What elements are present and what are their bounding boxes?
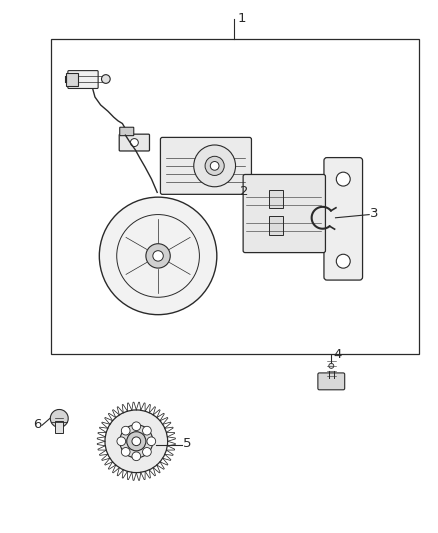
Circle shape [132,452,141,461]
Circle shape [132,422,141,431]
Wedge shape [50,409,68,427]
Circle shape [132,437,141,446]
Bar [269,216,283,235]
Circle shape [194,145,236,187]
FancyBboxPatch shape [119,134,149,151]
Circle shape [146,244,170,268]
FancyBboxPatch shape [318,373,345,390]
Bar [66,72,78,86]
FancyBboxPatch shape [324,158,363,280]
Circle shape [143,426,151,435]
FancyBboxPatch shape [243,174,325,253]
Circle shape [336,254,350,268]
Circle shape [102,75,110,83]
Text: 4: 4 [333,349,341,361]
Text: 6: 6 [33,418,42,431]
Circle shape [131,139,138,147]
FancyBboxPatch shape [120,127,134,136]
FancyBboxPatch shape [160,138,251,195]
Text: 2: 2 [240,185,248,198]
Circle shape [205,156,224,175]
Circle shape [210,161,219,170]
Circle shape [99,197,217,314]
Circle shape [336,172,350,186]
Circle shape [121,448,130,456]
Circle shape [329,364,334,368]
Text: 1: 1 [238,12,246,25]
Circle shape [153,251,163,261]
Bar [51,39,419,354]
Circle shape [105,410,168,473]
Circle shape [117,437,126,446]
Circle shape [147,437,155,446]
Circle shape [143,448,151,456]
Bar [269,190,283,208]
Circle shape [120,425,153,458]
Bar [55,422,63,433]
Circle shape [121,426,130,435]
Text: 3: 3 [371,207,379,220]
Text: 5: 5 [184,437,192,450]
Circle shape [127,432,146,451]
FancyBboxPatch shape [68,70,98,88]
